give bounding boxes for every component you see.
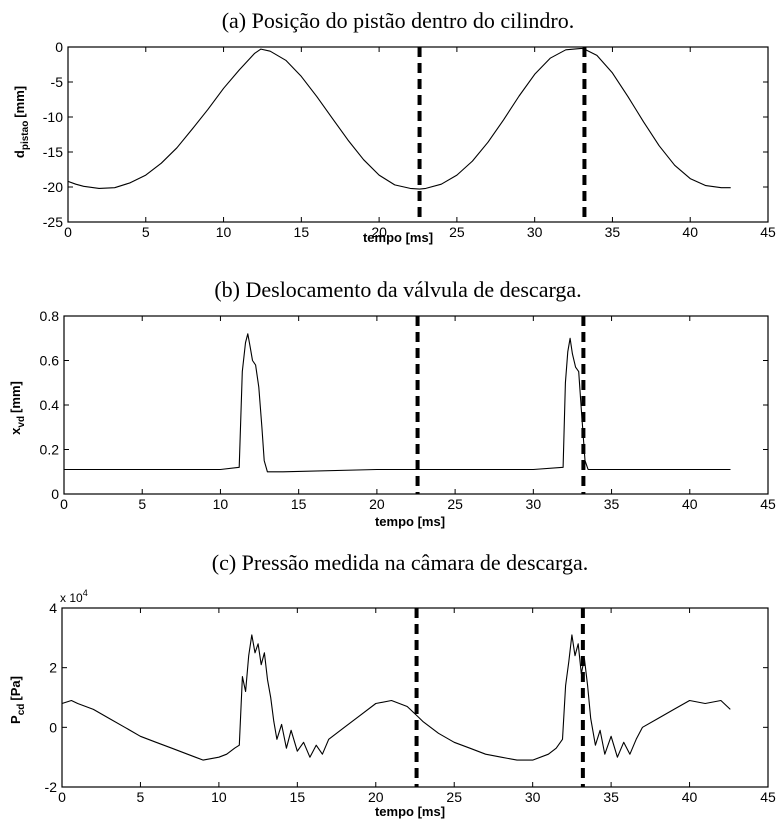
panel-c-title: (c) Pressão medida na câmara de descarga… [212, 550, 588, 575]
panel-a-ytick-label: -10 [43, 109, 63, 125]
panel-c-xtick-label: 30 [525, 789, 541, 805]
panel-b-series-line [64, 333, 731, 473]
panel-a-ylabel-sub: pistao [20, 121, 31, 150]
panel-c-ytick-label: 4 [49, 600, 57, 616]
panel-b-ytick-label: 0.4 [40, 397, 60, 413]
panel-a-xtick-label: 10 [216, 224, 232, 240]
panel-a-xlabel: tempo [ms] [363, 230, 433, 245]
panel-b-xtick-label: 35 [604, 496, 620, 512]
panel-c-ylabel: Pcd [Pa] [8, 676, 27, 724]
panel-b-ylabel: xvd [mm] [8, 381, 27, 435]
panel-b-title: (b) Deslocamento da válvula de descarga. [214, 277, 581, 302]
panel-b-ylabel-main: x [8, 427, 23, 435]
svg-text:xvd[mm]: xvd [mm] [8, 381, 27, 435]
panel-a-xtick-label: 0 [64, 224, 72, 240]
panel-b-ylabel-sub: vd [16, 416, 27, 428]
panel-b-ylabel-unit: [mm] [8, 381, 23, 413]
panel-a-ytick-label: -15 [43, 144, 63, 160]
panel-c: (c) Pressão medida na câmara de descarga… [8, 550, 776, 819]
panel-a-xtick-label: 15 [294, 224, 310, 240]
panel-b-xtick-label: 15 [291, 496, 307, 512]
panel-b-ytick-label: 0.6 [40, 353, 60, 369]
panel-b-ytick-label: 0 [51, 486, 59, 502]
panel-a-ytick-label: -20 [43, 179, 63, 195]
panel-a-ylabel: dpistao [mm] [12, 86, 31, 158]
panel-a-xtick-label: 45 [760, 224, 776, 240]
panel-b-xlabel: tempo [ms] [375, 514, 445, 529]
panel-a: (a) Posição do pistão dentro do cilindro… [12, 8, 776, 245]
panel-a-ylabel-main: d [12, 150, 27, 158]
panel-b-xtick-label: 30 [526, 496, 542, 512]
panel-b-xtick-label: 40 [682, 496, 698, 512]
panel-a-title: (a) Posição do pistão dentro do cilindro… [222, 8, 575, 33]
svg-text:dpistao[mm]: dpistao [mm] [12, 86, 31, 158]
panel-c-ylabel-unit: [Pa] [8, 676, 23, 701]
panel-c-xtick-label: 40 [682, 789, 698, 805]
panel-a-xtick-label: 20 [371, 224, 387, 240]
panel-c-ytick-label: 2 [49, 660, 57, 676]
panel-a-ytick-label: -5 [51, 74, 64, 90]
panel-b: (b) Deslocamento da válvula de descarga.… [8, 277, 776, 529]
panel-b-xtick-label: 5 [138, 496, 146, 512]
panel-c-ytick-label: -2 [45, 779, 58, 795]
panel-a-xtick-label: 35 [605, 224, 621, 240]
panel-c-xtick-label: 15 [290, 789, 306, 805]
panel-a-series-line [67, 47, 731, 190]
panel-c-xtick-label: 5 [137, 789, 145, 805]
panel-c-xtick-label: 10 [211, 789, 227, 805]
panel-a-ylabel-unit: [mm] [12, 86, 27, 118]
panel-a-xtick-label: 40 [682, 224, 698, 240]
panel-a-xtick-label: 25 [449, 224, 465, 240]
panel-b-ytick-label: 0.8 [40, 308, 60, 324]
svg-text:Pcd[Pa]: Pcd [Pa] [8, 676, 27, 724]
panel-b-ytick-label: 0.2 [40, 442, 60, 458]
panel-a-ytick-label: 0 [55, 39, 63, 55]
panel-a-xtick-label: 30 [527, 224, 543, 240]
panel-c-ylabel-main: P [8, 715, 23, 724]
panel-c-xtick-label: 45 [760, 789, 776, 805]
panel-c-xtick-label: 25 [446, 789, 462, 805]
panel-c-xtick-label: 35 [603, 789, 619, 805]
panel-c-series-line [61, 634, 731, 761]
panel-b-xtick-label: 0 [60, 496, 68, 512]
panel-c-multiplier: x 104 [60, 588, 88, 605]
panel-c-xlabel: tempo [ms] [375, 804, 445, 819]
panel-b-xtick-label: 10 [213, 496, 229, 512]
panel-b-xtick-label: 45 [760, 496, 776, 512]
panel-a-ytick-label: -25 [43, 214, 63, 230]
panel-c-ylabel-sub: cd [16, 704, 27, 716]
panel-b-xtick-label: 25 [447, 496, 463, 512]
panel-c-xtick-label: 20 [368, 789, 384, 805]
panel-b-xtick-label: 20 [369, 496, 385, 512]
panel-a-xtick-label: 5 [142, 224, 150, 240]
panel-c-xtick-label: 0 [58, 789, 66, 805]
panel-c-ytick-label: 0 [49, 719, 57, 735]
